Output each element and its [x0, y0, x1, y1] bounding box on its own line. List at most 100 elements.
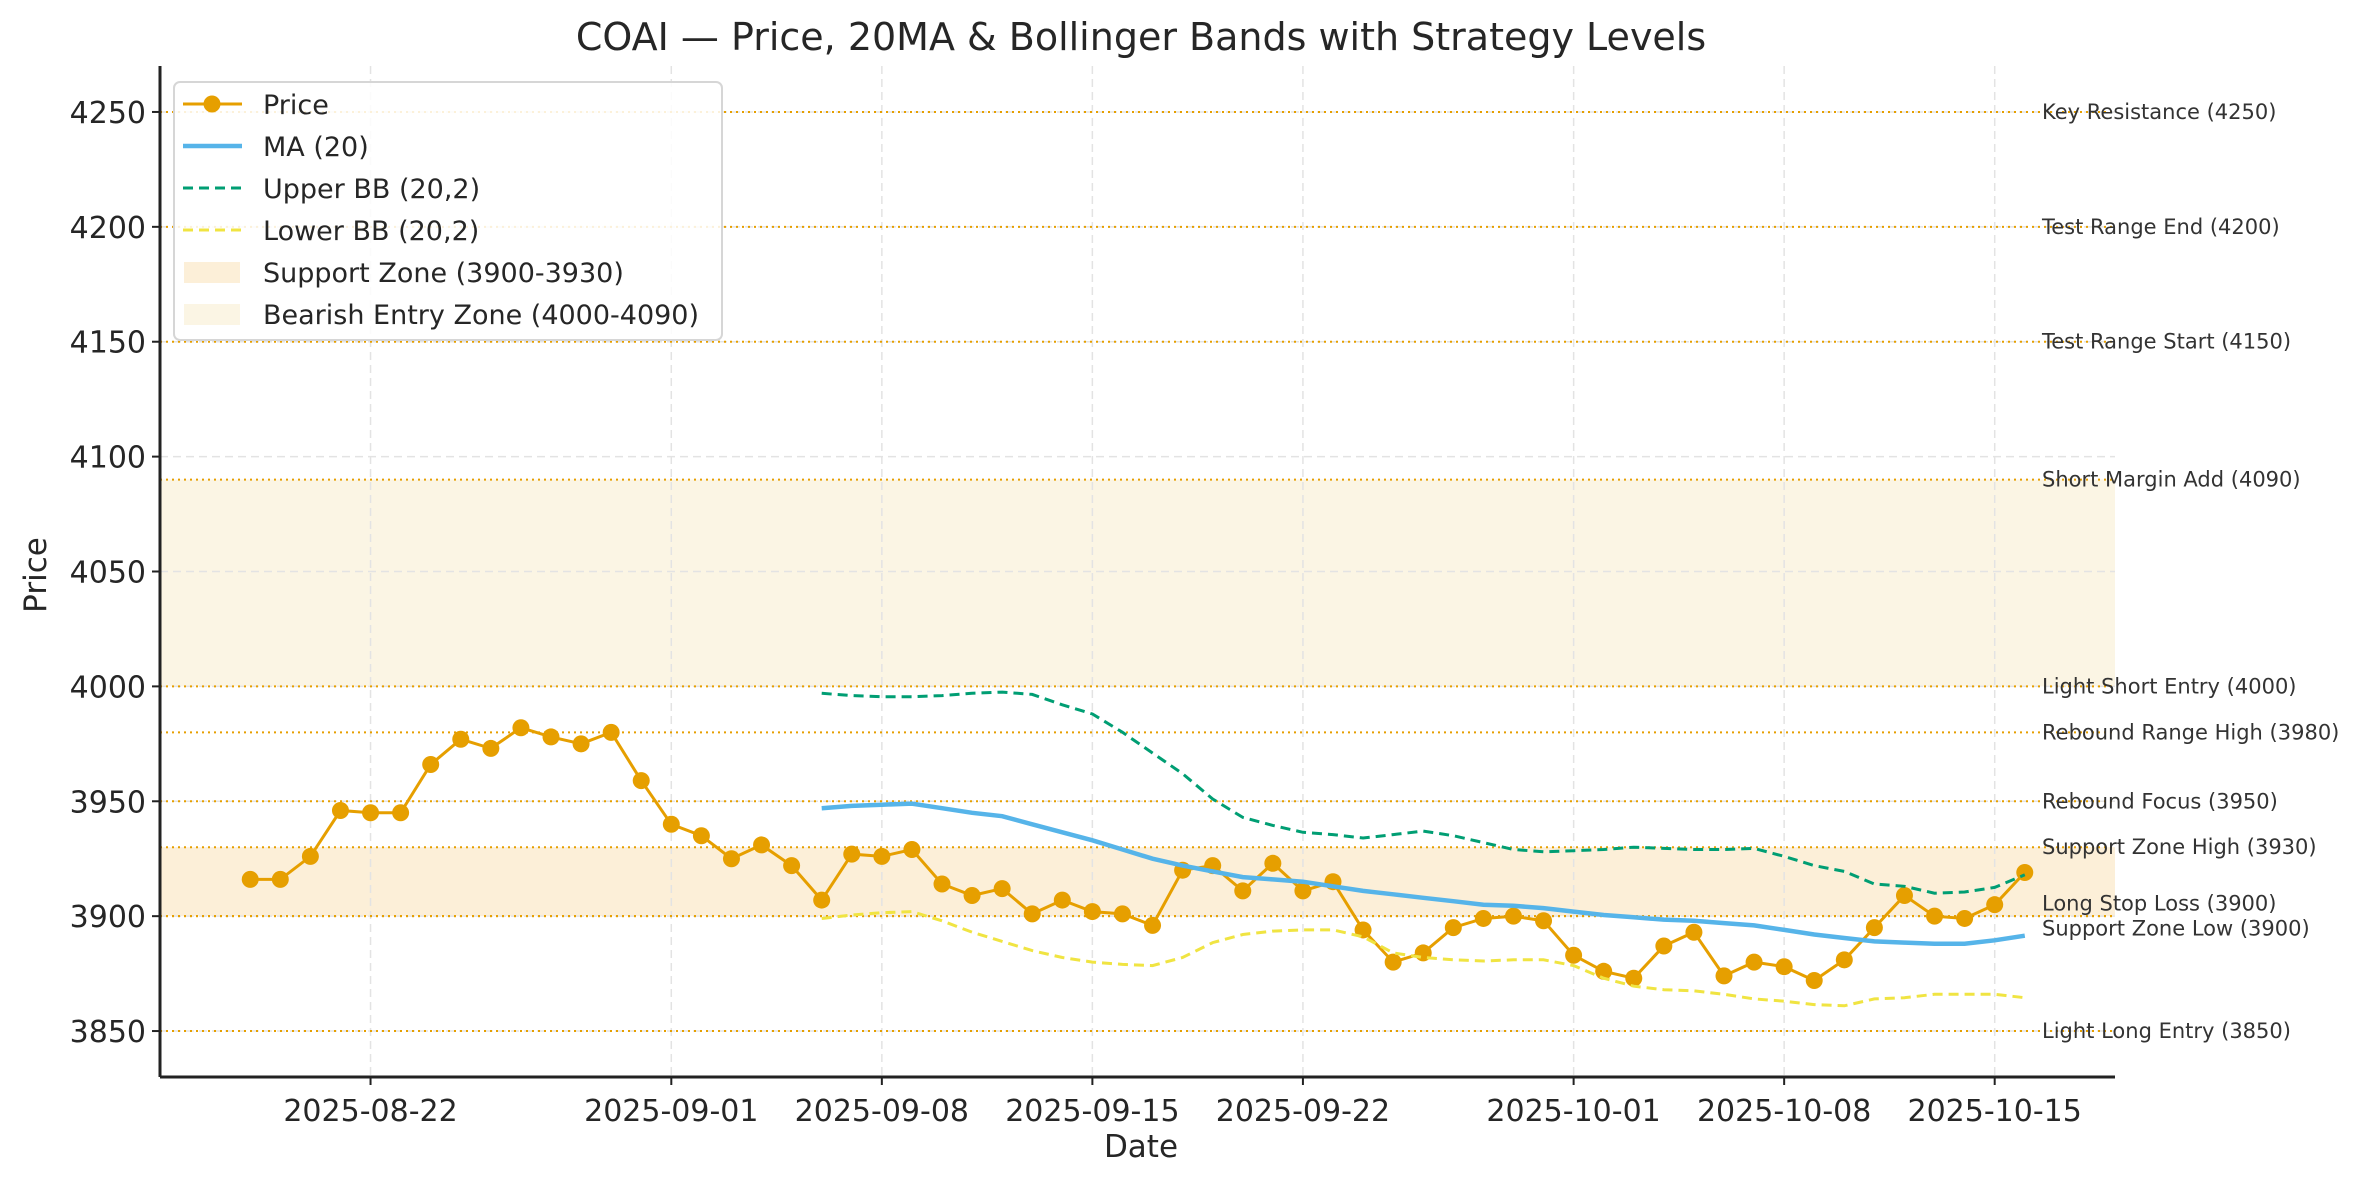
y-tick-label: 4200 — [70, 211, 146, 246]
legend-marker — [203, 95, 221, 113]
price-point — [1865, 919, 1883, 937]
legend-swatch-4 — [184, 262, 240, 283]
price-point — [1083, 903, 1101, 921]
legend-label: Lower BB (20,2) — [263, 216, 479, 247]
price-point — [301, 847, 319, 865]
price-point — [1113, 905, 1131, 923]
price-point — [993, 880, 1011, 898]
legend-box — [173, 81, 723, 341]
level-label: Support Zone High (3930) — [2042, 835, 2317, 859]
price-point — [753, 836, 771, 854]
price-point — [572, 735, 590, 753]
price-point — [1294, 882, 1312, 900]
price-point — [692, 827, 710, 845]
x-tick-label: 2025-08-22 — [283, 1094, 457, 1129]
legend-label: Upper BB (20,2) — [263, 174, 480, 205]
price-point — [1895, 886, 1913, 904]
price-point — [542, 728, 560, 746]
price-point — [1655, 937, 1673, 955]
price-point — [1354, 921, 1372, 939]
y-tick-label: 3900 — [70, 900, 146, 935]
price-point — [933, 875, 951, 893]
level-labels: Key Resistance (4250) Test Range End (420… — [2041, 100, 2339, 1043]
x-axis-ticks: 2025-08-22 2025-09-01 2025-09-08 2025-09-15… — [283, 1077, 2082, 1129]
legend-swatch-5 — [184, 304, 240, 325]
price-point — [662, 815, 680, 833]
price-point — [843, 845, 861, 863]
level-label: Light Short Entry (4000) — [2042, 674, 2297, 698]
y-tick-label: 4000 — [70, 670, 146, 705]
level-label: Test Range Start (4150) — [2041, 330, 2291, 354]
y-axis-label: Price — [18, 537, 54, 613]
series-line-lower-bb-20-2 — [821, 910, 2025, 1008]
x-tick-label: 2025-09-01 — [584, 1094, 758, 1129]
x-tick-label: 2025-10-15 — [1908, 1094, 2082, 1129]
zones — [160, 479, 2115, 917]
price-point — [452, 730, 470, 748]
price-point — [903, 841, 921, 859]
level-label: Rebound Focus (3950) — [2042, 789, 2278, 813]
price-point — [873, 847, 891, 865]
price-point — [813, 891, 831, 909]
price-point — [1775, 958, 1793, 976]
x-tick-label: 2025-10-08 — [1697, 1094, 1871, 1129]
price-point — [1986, 896, 2004, 914]
legend-label: Support Zone (3900-3930) — [263, 258, 624, 289]
price-point — [1023, 905, 1041, 923]
zone-1 — [160, 479, 2115, 687]
series — [241, 690, 2034, 1008]
price-point — [1926, 907, 1944, 925]
level-label: Support Zone Low (3900) — [2042, 917, 2310, 941]
level-label: Test Range End (4200) — [2041, 215, 2280, 239]
price-point — [1835, 951, 1853, 969]
price-point — [1625, 969, 1643, 987]
price-point — [392, 804, 410, 822]
series-line-ma-20 — [821, 801, 2026, 946]
level-label: Short Margin Add (4090) — [2042, 468, 2301, 492]
legend-label: MA (20) — [263, 132, 369, 163]
price-point — [722, 850, 740, 868]
price-point — [2016, 864, 2034, 882]
price-point — [1715, 967, 1733, 985]
price-point — [1474, 909, 1492, 927]
price-point — [963, 886, 981, 904]
price-point — [482, 739, 500, 757]
price-point — [1745, 953, 1763, 971]
x-tick-label: 2025-09-08 — [795, 1094, 969, 1129]
zone-0 — [160, 847, 2115, 917]
price-point — [512, 719, 530, 737]
price-point — [422, 756, 440, 774]
price-point — [362, 804, 380, 822]
y-axis-ticks: 3850 3900 3950 4000 4050 4100 4150 4200 4250 — [70, 96, 160, 1050]
price-point — [1565, 946, 1583, 964]
price-point — [241, 870, 259, 888]
price-point — [1053, 891, 1071, 909]
x-tick-label: 2025-09-22 — [1216, 1094, 1390, 1129]
price-point — [1805, 971, 1823, 989]
y-tick-label: 3950 — [70, 785, 146, 820]
price-point — [1444, 919, 1462, 937]
price-point — [1685, 923, 1703, 941]
x-tick-label: 2025-10-01 — [1486, 1094, 1660, 1129]
y-tick-label: 4050 — [70, 556, 146, 591]
price-point — [632, 772, 650, 790]
price-point — [271, 870, 289, 888]
y-tick-label: 4150 — [70, 326, 146, 361]
price-point — [1234, 882, 1252, 900]
y-tick-label: 4250 — [70, 96, 146, 131]
x-axis-label: Date — [1104, 1129, 1178, 1165]
price-point — [602, 723, 620, 741]
price-point — [331, 801, 349, 819]
price-point — [1595, 962, 1613, 980]
legend-label: Bearish Entry Zone (4000-4090) — [263, 300, 699, 331]
y-tick-label: 3850 — [70, 1015, 146, 1050]
legend: Price MA (20) Upper BB (20,2) Lower BB (20,… — [173, 81, 723, 341]
chart-title: COAI — Price, 20MA & Bollinger Bands wit… — [576, 15, 1706, 59]
level-label: Key Resistance (4250) — [2042, 100, 2276, 124]
legend-label: Price — [263, 90, 329, 121]
x-tick-label: 2025-09-15 — [1005, 1094, 1179, 1129]
price-point — [1956, 909, 1974, 927]
price-point — [1504, 907, 1522, 925]
level-label: Long Stop Loss (3900) — [2042, 892, 2276, 916]
